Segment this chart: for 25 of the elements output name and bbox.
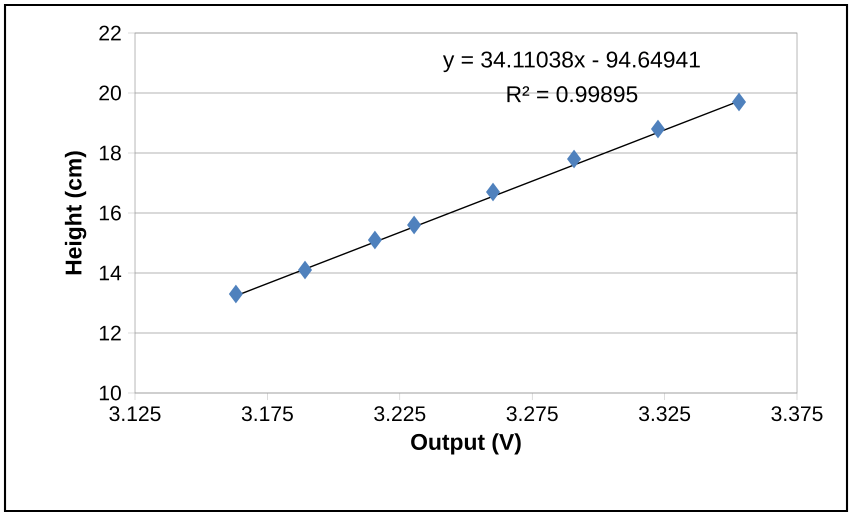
y-tick-label: 22 [99, 26, 121, 40]
point [486, 182, 500, 202]
annotation: R² = 0.99895 [507, 86, 638, 102]
point [368, 230, 382, 250]
x-tick-label: 3.225 [374, 406, 426, 422]
y-tick-label: 20 [99, 86, 121, 100]
point [567, 150, 581, 168]
x-tick-label: 3.175 [242, 406, 293, 422]
y-tick-label: 18 [100, 146, 121, 160]
x-tick-label: 3.325 [639, 406, 690, 422]
x-axis-title: Output (V) [411, 433, 521, 455]
point [651, 120, 665, 138]
y-tick-label: 14 [100, 266, 122, 280]
x-tick-label: 3.125 [109, 406, 160, 422]
y-tick-label: 10 [100, 386, 121, 400]
point [732, 92, 746, 112]
x-tick-label: 3.275 [506, 406, 558, 422]
y-axis-title: Height (cm) [64, 151, 86, 274]
point [298, 260, 312, 280]
point [407, 216, 422, 234]
annotation: y = 34.11038x - 94.64941 [442, 51, 700, 72]
y-tick-label: 12 [100, 326, 121, 340]
y-tick-label: 16 [100, 206, 121, 220]
x-tick-label: 3.375 [771, 406, 822, 422]
point [228, 284, 243, 304]
